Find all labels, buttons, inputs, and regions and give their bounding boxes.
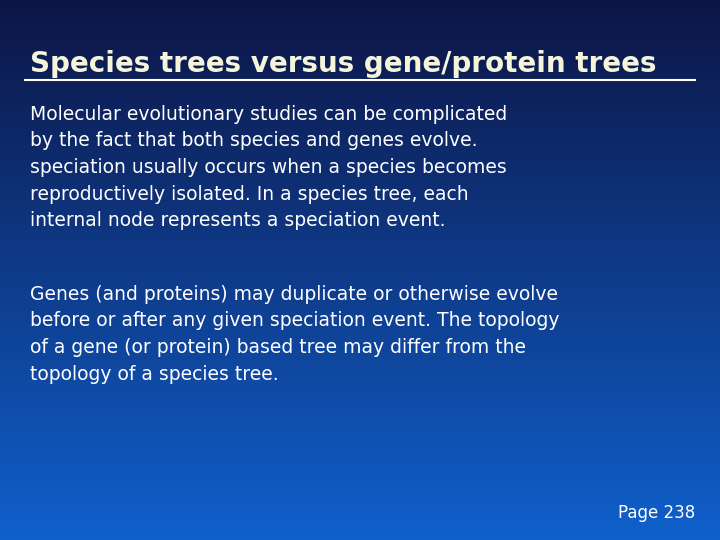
Text: Molecular evolutionary studies can be complicated
by the fact that both species : Molecular evolutionary studies can be co… [30, 105, 508, 230]
Text: Page 238: Page 238 [618, 504, 695, 522]
Text: Species trees versus gene/protein trees: Species trees versus gene/protein trees [30, 50, 657, 78]
Text: Genes (and proteins) may duplicate or otherwise evolve
before or after any given: Genes (and proteins) may duplicate or ot… [30, 285, 559, 383]
